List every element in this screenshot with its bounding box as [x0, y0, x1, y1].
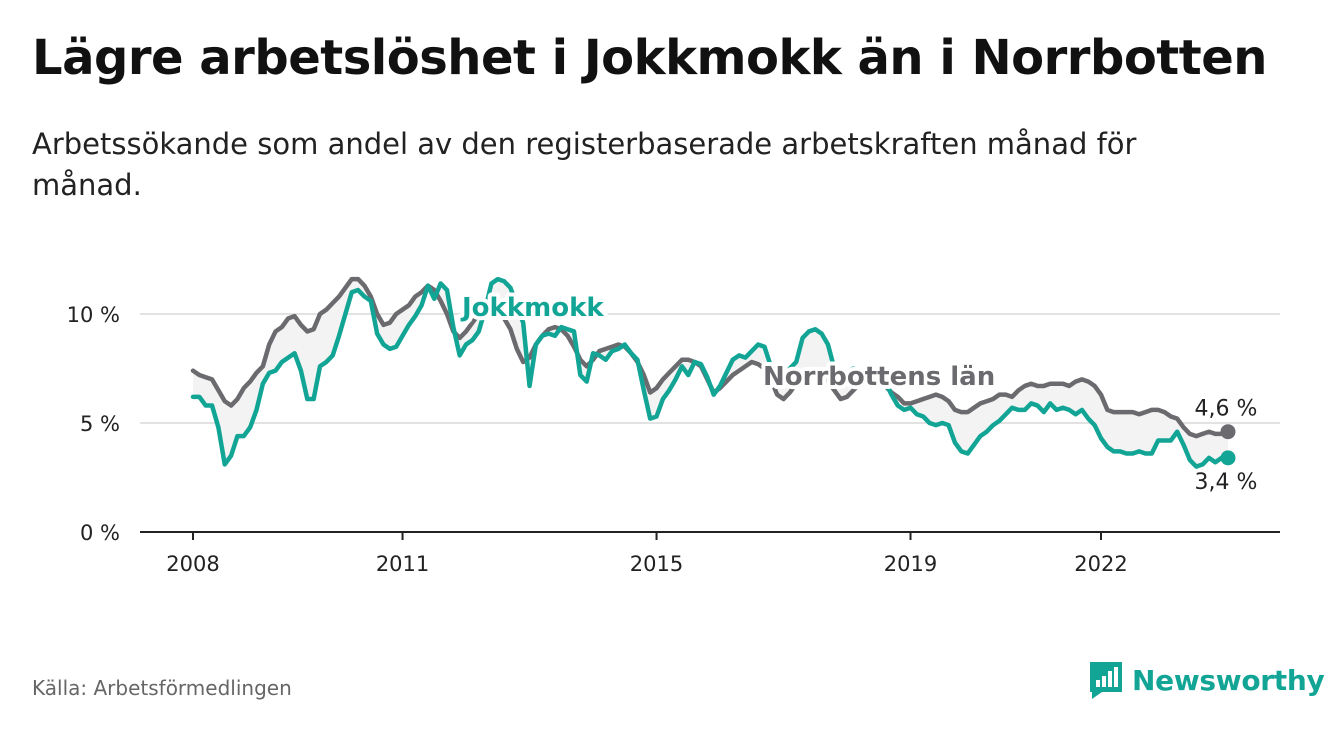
end-label-norrbotten: 4,6 % — [1195, 397, 1258, 422]
y-tick-label: 0 % — [80, 521, 120, 545]
series-label-jokkmokk: Jokkmokk — [460, 293, 604, 323]
x-tick-label: 2015 — [630, 552, 683, 576]
end-label-jokkmokk: 3,4 % — [1195, 470, 1258, 495]
series-line-jokkmokk — [190, 276, 1231, 469]
series-label-norrbotten: Norrbottens län — [763, 362, 995, 392]
x-tick-label: 2011 — [376, 552, 429, 576]
brand-name: Newsworthy — [1132, 663, 1325, 697]
series-label-norrbotten-halo: Norrbottens län — [763, 362, 995, 392]
end-point-norrbotten — [1220, 424, 1236, 440]
chart-subtitle: Arbetssökande som andel av den registerb… — [32, 127, 1137, 202]
y-tick-label: 10 % — [67, 303, 120, 327]
x-tick-label: 2008 — [166, 552, 219, 576]
y-tick-label: 5 % — [80, 412, 120, 436]
series-label-jokkmokk-halo: Jokkmokk — [460, 293, 604, 323]
end-point-jokkmokk — [1220, 450, 1236, 466]
brand-logo[interactable]: Newsworthy — [1088, 660, 1325, 700]
x-tick-label: 2022 — [1074, 552, 1127, 576]
chart-title: Lägre arbetslöshet i Jokkmokk än i Norrb… — [32, 30, 1267, 86]
source-note: Källa: Arbetsförmedlingen — [32, 676, 292, 700]
newsworthy-logo-icon — [1090, 662, 1122, 699]
x-tick-label: 2019 — [884, 552, 937, 576]
